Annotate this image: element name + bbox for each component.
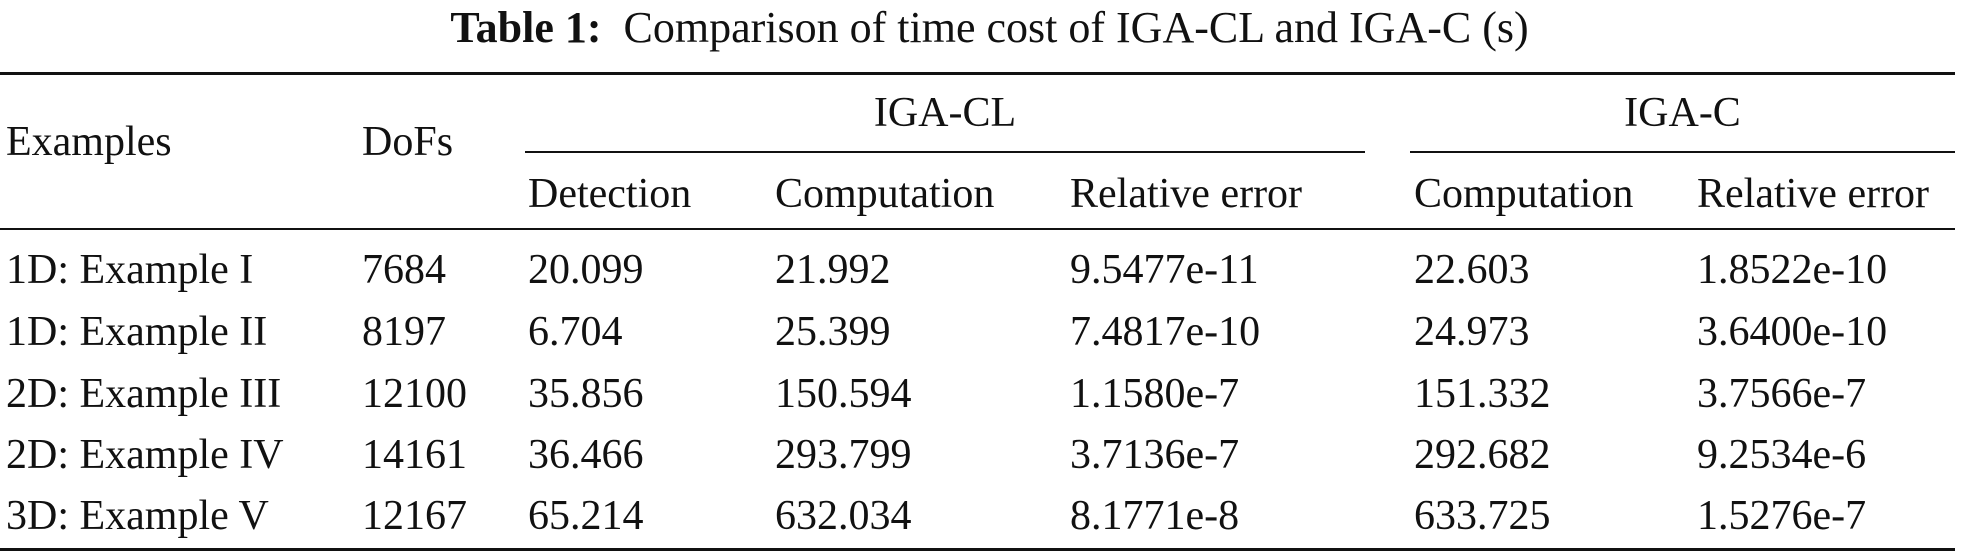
- cell-c-relative-error: 9.2534e-6: [1697, 432, 1867, 478]
- header-rule: [0, 228, 1955, 230]
- cell-dofs: 12100: [362, 371, 467, 417]
- cell-example: 3D: Example V: [6, 493, 269, 539]
- group-rule-iga-cl: [525, 151, 1365, 153]
- caption-label: Table 1:: [450, 3, 602, 52]
- cell-c-computation: 22.603: [1414, 247, 1530, 293]
- header-cl-computation: Computation: [775, 171, 995, 217]
- header-c-relative-error: Relative error: [1697, 171, 1930, 217]
- cell-c-relative-error: 3.6400e-10: [1697, 309, 1888, 355]
- cell-c-computation: 633.725: [1414, 493, 1551, 539]
- header-examples: Examples: [6, 119, 172, 165]
- top-rule: [0, 72, 1955, 75]
- cell-c-relative-error: 3.7566e-7: [1697, 371, 1867, 417]
- cell-example: 2D: Example III: [6, 371, 282, 417]
- cell-c-computation: 151.332: [1414, 371, 1551, 417]
- cell-c-computation: 292.682: [1414, 432, 1551, 478]
- cell-cl-computation: 293.799: [775, 432, 912, 478]
- table-caption: Table 1: Comparison of time cost of IGA-…: [0, 2, 1979, 54]
- caption-text: Comparison of time cost of IGA-CL and IG…: [623, 3, 1529, 52]
- header-c-computation: Computation: [1414, 171, 1634, 217]
- cell-c-relative-error: 1.5276e-7: [1697, 493, 1867, 539]
- cell-cl-detection: 6.704: [528, 309, 623, 355]
- cell-c-relative-error: 1.8522e-10: [1697, 247, 1888, 293]
- cell-cl-computation: 21.992: [775, 247, 891, 293]
- cell-cl-computation: 150.594: [775, 371, 912, 417]
- cell-cl-detection: 36.466: [528, 432, 644, 478]
- cell-cl-relative-error: 8.1771e-8: [1070, 493, 1240, 539]
- cell-cl-relative-error: 9.5477e-11: [1070, 247, 1259, 293]
- cell-cl-detection: 20.099: [528, 247, 644, 293]
- cell-example: 1D: Example II: [6, 309, 268, 355]
- cell-dofs: 8197: [362, 309, 446, 355]
- cell-cl-relative-error: 7.4817e-10: [1070, 309, 1261, 355]
- cell-cl-relative-error: 1.1580e-7: [1070, 371, 1240, 417]
- header-cl-relative-error: Relative error: [1070, 171, 1303, 217]
- cell-example: 1D: Example I: [6, 247, 254, 293]
- cell-cl-detection: 35.856: [528, 371, 644, 417]
- cell-dofs: 12167: [362, 493, 467, 539]
- bottom-rule: [0, 548, 1955, 551]
- cell-cl-computation: 632.034: [775, 493, 912, 539]
- cell-example: 2D: Example IV: [6, 432, 284, 478]
- group-rule-iga-c: [1410, 151, 1955, 153]
- header-group-iga-c: IGA-C: [1624, 90, 1741, 136]
- cell-cl-detection: 65.214: [528, 493, 644, 539]
- header-cl-detection: Detection: [528, 171, 692, 217]
- header-dofs: DoFs: [362, 119, 454, 165]
- cell-dofs: 14161: [362, 432, 467, 478]
- cell-c-computation: 24.973: [1414, 309, 1530, 355]
- cell-cl-computation: 25.399: [775, 309, 891, 355]
- cell-cl-relative-error: 3.7136e-7: [1070, 432, 1240, 478]
- header-group-iga-cl: IGA-CL: [873, 90, 1017, 136]
- cell-dofs: 7684: [362, 247, 446, 293]
